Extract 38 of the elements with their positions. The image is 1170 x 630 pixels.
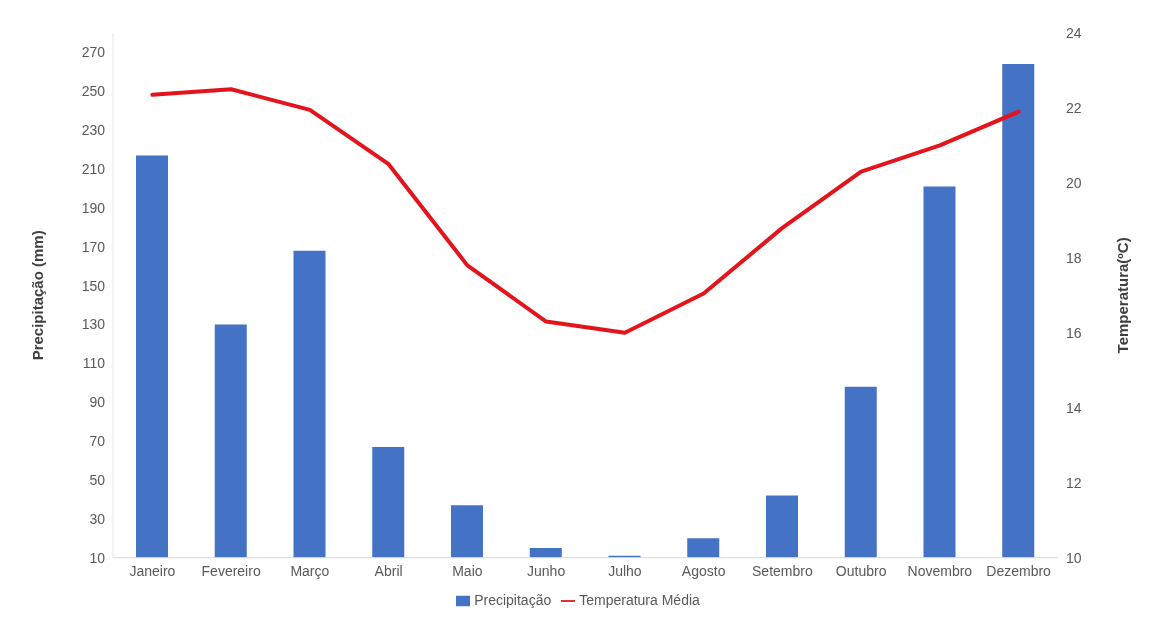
y-tick-label: 50 bbox=[89, 471, 106, 488]
y2-tick-label: 14 bbox=[1066, 399, 1082, 416]
y-tick-label: 170 bbox=[81, 238, 106, 255]
x-tick-label: Fevereiro bbox=[201, 562, 261, 579]
x-tick-label: Março bbox=[290, 562, 330, 579]
y-tick-label: 70 bbox=[89, 433, 106, 450]
x-tick-label: Maio bbox=[452, 562, 483, 579]
y-tick-label: 270 bbox=[81, 44, 106, 61]
x-tick-label: Junho bbox=[527, 562, 566, 579]
legend-label: Temperatura Média bbox=[579, 591, 700, 608]
y-tick-label: 30 bbox=[89, 510, 106, 527]
x-tick-label: Abril bbox=[374, 562, 403, 579]
x-tick-label: Outubro bbox=[835, 562, 887, 579]
x-tick-label: Novembro bbox=[907, 562, 973, 579]
y2-tick-label: 24 bbox=[1066, 24, 1082, 41]
y2-tick-label: 16 bbox=[1066, 324, 1082, 341]
y-tick-label: 250 bbox=[81, 83, 106, 100]
x-tick-label: Janeiro bbox=[129, 562, 176, 579]
x-tick-label: Dezembro bbox=[986, 562, 1052, 579]
x-tick-label: Julho bbox=[608, 562, 642, 579]
y-tick-label: 150 bbox=[81, 277, 106, 294]
x-tick-label: Setembro bbox=[752, 562, 813, 579]
y-tick-label: 110 bbox=[82, 355, 106, 372]
y-tick-label: 130 bbox=[81, 316, 106, 333]
y-tick-label: 10 bbox=[89, 549, 106, 566]
y2-tick-label: 10 bbox=[1066, 549, 1082, 566]
y-axis-title: Precipitação (mm) bbox=[29, 230, 47, 361]
y2-axis-title: Temperatura(ºC) bbox=[1114, 237, 1132, 354]
legend-label: Precipitação bbox=[474, 591, 552, 608]
y2-tick-label: 22 bbox=[1066, 99, 1082, 116]
y2-tick-label: 20 bbox=[1066, 174, 1082, 191]
y2-tick-label: 12 bbox=[1066, 474, 1082, 491]
y-tick-label: 230 bbox=[81, 122, 106, 139]
y-tick-label: 210 bbox=[81, 161, 106, 177]
y-tick-label: 190 bbox=[81, 199, 106, 216]
y2-tick-label: 18 bbox=[1066, 249, 1082, 266]
x-tick-label: Agosto bbox=[681, 562, 726, 579]
y-tick-label: 90 bbox=[89, 394, 106, 411]
